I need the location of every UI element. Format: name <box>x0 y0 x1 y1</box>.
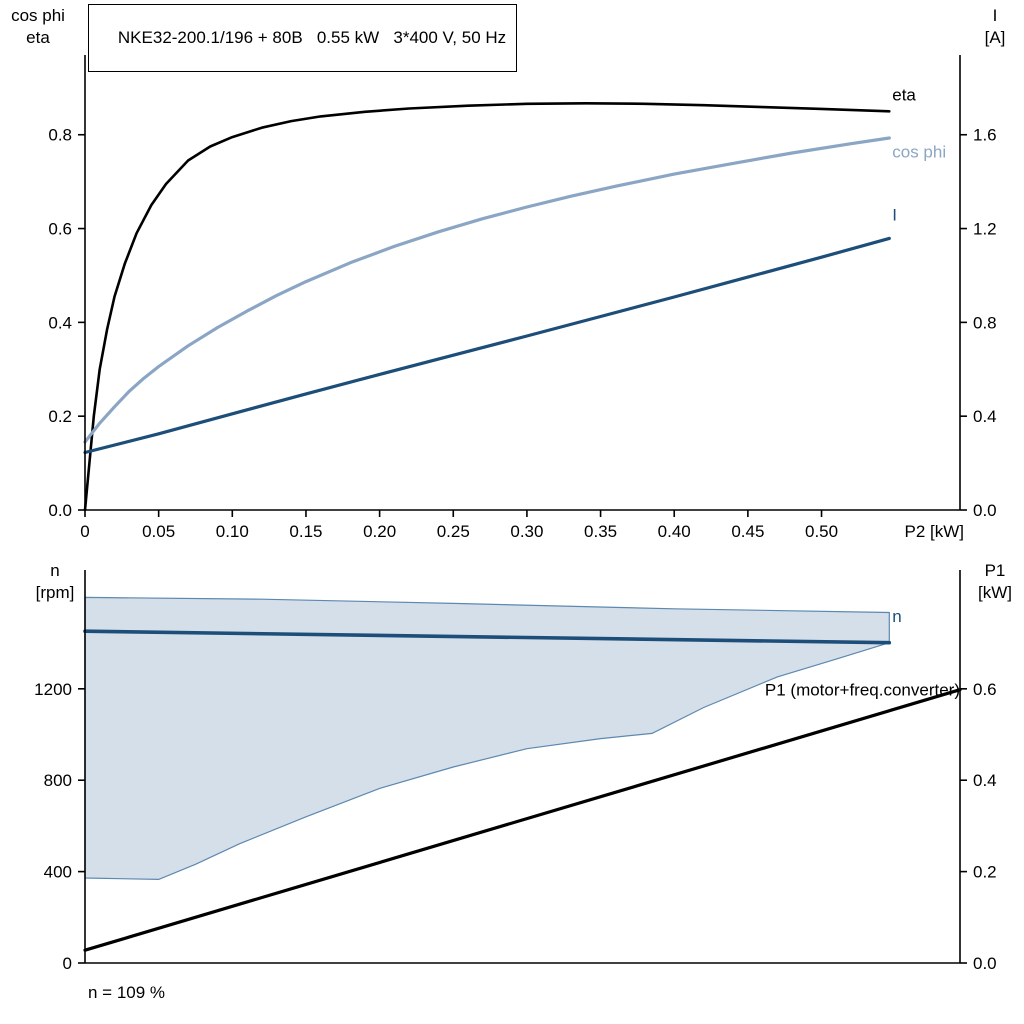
x-tick-label: 0.50 <box>805 522 838 541</box>
series-n <box>83 629 892 645</box>
x-tick-label: 0.20 <box>363 522 396 541</box>
x-tick-label: 0.45 <box>731 522 764 541</box>
chart-title-box: NKE32-200.1/196 + 80B 0.55 kW 3*400 V, 5… <box>88 4 518 72</box>
axes <box>78 570 967 964</box>
series-i <box>83 236 891 455</box>
x-tick-label: 0.05 <box>142 522 175 541</box>
bottom-chart-speed-power: 0 400 800 1200 0.0 0.2 0.4 0.6 n P1 (motor+freq.c… <box>34 570 997 973</box>
y-left-tick-label: 0.4 <box>48 313 72 332</box>
x-tick-label: 0.10 <box>216 522 249 541</box>
y-left-tick-label: 800 <box>44 771 72 790</box>
axis-label-current: I <box>992 6 998 25</box>
speed-control-range-band <box>84 596 890 881</box>
y-left-tick-label: 0 <box>63 954 72 973</box>
x-tick-label: 0.15 <box>289 522 322 541</box>
y-left-tick-label: 0.8 <box>48 126 72 145</box>
y-left-tick-label: 0.0 <box>48 501 72 520</box>
series-p1-motor-freq-converter <box>83 688 962 952</box>
y-right-tick-label: 0.8 <box>973 313 997 332</box>
axis-label-current-unit: [A] <box>984 28 1006 48</box>
x-tick-label: 0.25 <box>437 522 470 541</box>
curve-label-i: I <box>892 206 897 225</box>
y-right-tick-label: 0.4 <box>973 771 997 790</box>
top-chart-eta-cosphi-current: 0.0 0.2 0.4 0.6 0.8 0.0 0.4 0.8 1.2 1.6 0 0.05 0.10 0… <box>48 55 997 541</box>
y-right-tick-label: 1.2 <box>973 220 997 239</box>
curve-label-n: n <box>892 607 901 626</box>
top-right-axis-label: I [A] <box>970 5 1020 49</box>
x-tick-label: 0.35 <box>584 522 617 541</box>
top-left-axis-label: cos phi eta <box>4 5 72 49</box>
y-left-tick-label: 400 <box>44 863 72 882</box>
axis-label-p1-unit: [kW] <box>978 583 1012 603</box>
y-left-tick-label: 0.6 <box>48 220 72 239</box>
axis-label-eta: eta <box>26 28 50 48</box>
axis-label-p1: P1 <box>984 561 1006 580</box>
y-right-tick-label: 0.0 <box>973 501 997 520</box>
y-left-tick-label: 0.2 <box>48 407 72 426</box>
x-tick-label: 0 <box>80 522 89 541</box>
series-eta <box>83 102 891 512</box>
axis-label-cos-phi: cos phi <box>11 6 65 25</box>
y-left-tick-label: 1200 <box>34 680 72 699</box>
y-right-tick-label: 0.0 <box>973 954 997 973</box>
curve-label-cos-phi: cos phi <box>892 142 946 161</box>
axes <box>78 55 967 517</box>
curve-label-p1-motor-freq-converter: P1 (motor+freq.converter) <box>765 681 960 700</box>
x-tick-label: 0.40 <box>658 522 691 541</box>
y-right-tick-label: 0.4 <box>973 407 997 426</box>
y-right-tick-label: 0.2 <box>973 863 997 882</box>
pump-model-title: NKE32-200.1/196 + 80B 0.55 kW 3*400 V, 5… <box>117 28 507 47</box>
curve-label-eta: eta <box>892 86 916 105</box>
y-right-tick-label: 0.6 <box>973 680 997 699</box>
axis-label-speed: n <box>50 561 60 580</box>
bottom-right-axis-label: P1 [kW] <box>968 560 1022 604</box>
series-cos-phi <box>83 136 891 444</box>
x-axis-unit-label: P2 [kW] <box>904 522 964 541</box>
bottom-left-axis-label: n [rpm] <box>24 560 86 604</box>
speed-percent-note: n = 109 % <box>88 983 166 1002</box>
axis-label-speed-unit: [rpm] <box>35 583 75 603</box>
y-right-tick-label: 1.6 <box>973 126 997 145</box>
x-tick-label: 0.30 <box>510 522 543 541</box>
